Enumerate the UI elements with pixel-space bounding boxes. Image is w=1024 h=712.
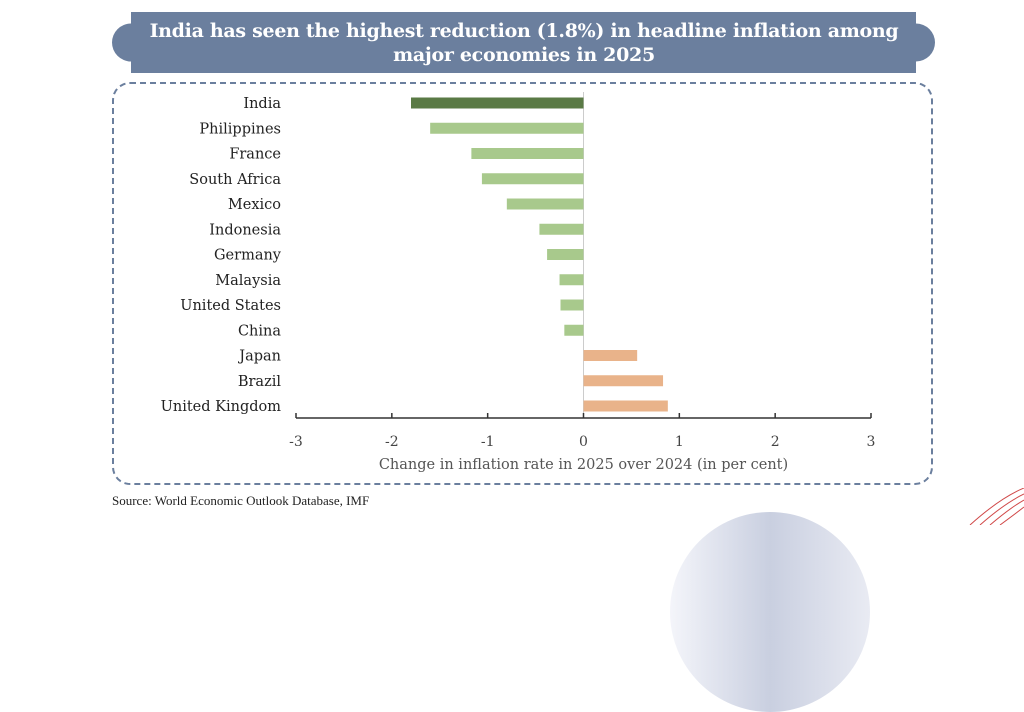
bar-united-kingdom bbox=[583, 400, 668, 412]
chart-frame bbox=[112, 82, 933, 485]
bar-chart: India Philippines France South Africa Mexico… bbox=[161, 92, 876, 473]
bar-germany bbox=[547, 249, 584, 260]
bar-mexico bbox=[506, 198, 584, 210]
category-label: Japan bbox=[237, 349, 281, 365]
title-banner bbox=[112, 12, 935, 73]
category-label: United States bbox=[180, 298, 281, 314]
bar-south-africa bbox=[481, 173, 584, 185]
x-tick-label: 2 bbox=[771, 434, 780, 450]
category-label: China bbox=[238, 323, 281, 339]
chart-title-line2: major economies in 2025 bbox=[393, 43, 655, 66]
chart-title-line1: India has seen the highest reduction (1.… bbox=[149, 19, 899, 42]
bar-indonesia bbox=[539, 223, 584, 235]
source-note: Source: World Economic Outlook Database,… bbox=[112, 493, 370, 508]
chart-title: India has seen the highest reduction (1.… bbox=[131, 12, 917, 73]
x-tick-label: 3 bbox=[867, 434, 876, 450]
category-label: Philippines bbox=[199, 121, 281, 137]
category-label: Mexico bbox=[228, 197, 281, 213]
x-tick-label: 1 bbox=[675, 434, 684, 450]
category-label: Indonesia bbox=[209, 222, 281, 238]
decorative-lines bbox=[969, 488, 1024, 525]
bar-united-states bbox=[560, 299, 584, 311]
bar-philippines bbox=[430, 122, 584, 134]
bar-india bbox=[411, 97, 584, 109]
category-label: Brazil bbox=[238, 374, 282, 390]
x-tick-label: 0 bbox=[579, 434, 588, 450]
bar-france bbox=[471, 148, 584, 159]
bar-china bbox=[564, 324, 584, 336]
category-label: Malaysia bbox=[215, 273, 281, 289]
bar-japan bbox=[583, 350, 638, 361]
decorative-circle bbox=[670, 512, 870, 712]
x-tick-label: -2 bbox=[385, 434, 399, 450]
x-tick-label: -1 bbox=[481, 434, 495, 450]
bar-malaysia bbox=[559, 274, 584, 286]
category-label: United Kingdom bbox=[161, 399, 282, 415]
x-axis-title: Change in inflation rate in 2025 over 20… bbox=[379, 457, 788, 473]
category-label: South Africa bbox=[189, 172, 281, 188]
bar-brazil bbox=[583, 375, 664, 387]
category-label: France bbox=[229, 147, 281, 163]
category-label: Germany bbox=[214, 248, 282, 264]
category-label: India bbox=[243, 96, 281, 112]
x-tick-label: -3 bbox=[289, 434, 303, 450]
